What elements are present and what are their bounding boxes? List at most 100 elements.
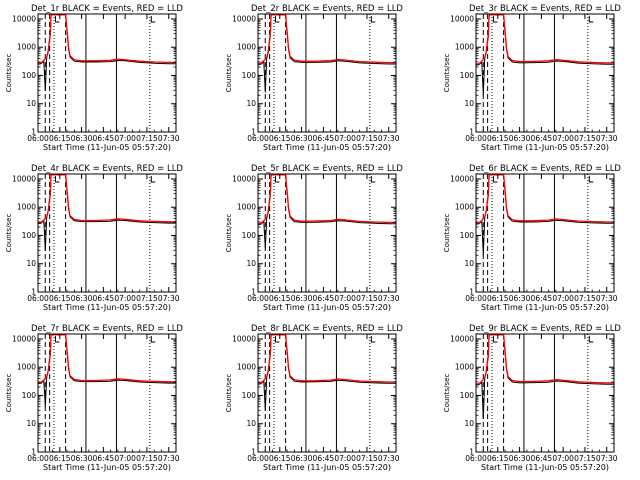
marker-s bbox=[492, 176, 498, 183]
y-tick-label: 1000 bbox=[17, 363, 36, 372]
y-tick-label: 10000 bbox=[450, 174, 474, 183]
marker-s bbox=[54, 336, 60, 343]
x-tick-label: 06:30 bbox=[291, 134, 313, 143]
y-axis-label: Counts/sec bbox=[443, 214, 451, 253]
x-tick-label: 06:00 bbox=[27, 454, 49, 463]
x-tick-label: 06:15 bbox=[269, 294, 291, 303]
y-tick-label: 1 bbox=[251, 448, 256, 457]
marker-l bbox=[150, 16, 156, 23]
y-axis-label: Counts/sec bbox=[225, 54, 233, 93]
x-tick-label: 07:30 bbox=[596, 294, 618, 303]
y-tick-label: 10 bbox=[464, 419, 474, 428]
plot-frame bbox=[475, 333, 615, 453]
series-events-line bbox=[475, 14, 614, 96]
x-tick-label: 06:15 bbox=[487, 294, 509, 303]
plot-frame bbox=[37, 333, 177, 453]
marker-l bbox=[588, 336, 594, 343]
panel-title: Det_5r BLACK = Events, RED = LLD bbox=[251, 164, 403, 174]
x-tick-label: 06:30 bbox=[509, 134, 531, 143]
x-tick-label: 07:30 bbox=[158, 454, 180, 463]
x-tick-label: 07:30 bbox=[378, 134, 400, 143]
x-axis-label: Start Time (11-Jun-05 05:57:20) bbox=[43, 143, 171, 152]
detector-panel-5: Det_5r BLACK = Events, RED = LLD 1 10 100 10… bbox=[225, 164, 403, 312]
y-tick-label: 10 bbox=[464, 259, 474, 268]
y-tick-label: 10 bbox=[246, 419, 256, 428]
series-events-line bbox=[475, 174, 614, 256]
detector-panel-9: Det_9r BLACK = Events, RED = LLD 1 10 100 10… bbox=[443, 324, 621, 472]
x-tick-label: 06:45 bbox=[93, 134, 115, 143]
x-tick-label: 07:15 bbox=[136, 294, 158, 303]
x-tick-label: 06:45 bbox=[531, 134, 553, 143]
y-tick-label: 10000 bbox=[232, 14, 256, 23]
x-axis-label: Start Time (11-Jun-05 05:57:20) bbox=[481, 303, 609, 312]
x-tick-label: 06:00 bbox=[247, 454, 269, 463]
y-tick-label: 1000 bbox=[455, 203, 474, 212]
x-tick-label: 07:00 bbox=[114, 294, 136, 303]
x-tick-label: 07:30 bbox=[158, 294, 180, 303]
series-lld-line bbox=[475, 14, 614, 65]
y-tick-label: 10 bbox=[26, 419, 36, 428]
x-tick-label: 07:30 bbox=[596, 134, 618, 143]
marker-l bbox=[370, 16, 376, 23]
y-axis-label: Counts/sec bbox=[5, 54, 13, 93]
series-lld-line bbox=[257, 14, 396, 65]
series-lld-line bbox=[257, 174, 396, 225]
panel-title: Det_4r BLACK = Events, RED = LLD bbox=[31, 164, 183, 174]
y-tick-label: 1000 bbox=[17, 203, 36, 212]
x-tick-label: 06:00 bbox=[27, 294, 49, 303]
y-tick-label: 1000 bbox=[237, 43, 256, 52]
y-axis-label: Counts/sec bbox=[5, 374, 13, 413]
y-tick-label: 100 bbox=[460, 231, 475, 240]
x-tick-label: 06:45 bbox=[313, 134, 335, 143]
x-axis-label: Start Time (11-Jun-05 05:57:20) bbox=[43, 463, 171, 472]
y-tick-label: 1000 bbox=[455, 43, 474, 52]
detector-panel-8: Det_8r BLACK = Events, RED = LLD 1 10 100 10… bbox=[225, 324, 403, 472]
marker-s bbox=[274, 16, 280, 23]
x-tick-label: 06:30 bbox=[71, 134, 93, 143]
x-tick-label: 07:15 bbox=[136, 454, 158, 463]
x-tick-label: 07:30 bbox=[158, 134, 180, 143]
x-tick-label: 07:15 bbox=[356, 294, 378, 303]
plot-frame bbox=[475, 13, 615, 133]
y-tick-label: 10000 bbox=[12, 334, 36, 343]
series-events-line bbox=[257, 14, 396, 93]
marker-l bbox=[370, 176, 376, 183]
x-tick-label: 07:00 bbox=[114, 134, 136, 143]
y-tick-label: 1 bbox=[31, 448, 36, 457]
x-tick-label: 07:15 bbox=[356, 134, 378, 143]
plot-frame bbox=[257, 13, 397, 133]
y-tick-label: 10 bbox=[464, 99, 474, 108]
detector-panel-6: Det_6r BLACK = Events, RED = LLD 1 10 100 10… bbox=[443, 164, 621, 312]
marker-s bbox=[492, 16, 498, 23]
y-axis-label: Counts/sec bbox=[5, 214, 13, 253]
y-tick-label: 100 bbox=[242, 71, 257, 80]
detector-panel-3: Det_3r BLACK = Events, RED = LLD 1 10 100 10… bbox=[443, 4, 621, 152]
y-tick-label: 10000 bbox=[450, 14, 474, 23]
marker-s bbox=[492, 336, 498, 343]
plot-frame bbox=[475, 173, 615, 293]
series-events-line bbox=[475, 334, 614, 419]
y-tick-label: 10000 bbox=[232, 334, 256, 343]
x-tick-label: 06:15 bbox=[487, 454, 509, 463]
y-tick-label: 1 bbox=[469, 448, 474, 457]
y-axis-label: Counts/sec bbox=[225, 214, 233, 253]
series-lld-line bbox=[37, 174, 176, 224]
series-lld-line bbox=[37, 14, 176, 64]
y-tick-label: 1 bbox=[469, 128, 474, 137]
series-events-line bbox=[257, 174, 396, 249]
marker-l bbox=[150, 176, 156, 183]
x-axis-label: Start Time (11-Jun-05 05:57:20) bbox=[481, 143, 609, 152]
x-tick-label: 06:45 bbox=[93, 294, 115, 303]
x-tick-label: 06:30 bbox=[509, 294, 531, 303]
x-tick-label: 06:15 bbox=[487, 134, 509, 143]
x-tick-label: 07:30 bbox=[596, 454, 618, 463]
x-tick-label: 06:15 bbox=[49, 294, 71, 303]
x-tick-label: 06:30 bbox=[291, 454, 313, 463]
y-tick-label: 10 bbox=[246, 259, 256, 268]
y-tick-label: 1 bbox=[251, 128, 256, 137]
y-tick-label: 1000 bbox=[455, 363, 474, 372]
x-tick-label: 06:30 bbox=[71, 454, 93, 463]
x-tick-label: 06:30 bbox=[71, 294, 93, 303]
x-tick-label: 06:15 bbox=[49, 134, 71, 143]
x-tick-label: 07:00 bbox=[114, 454, 136, 463]
